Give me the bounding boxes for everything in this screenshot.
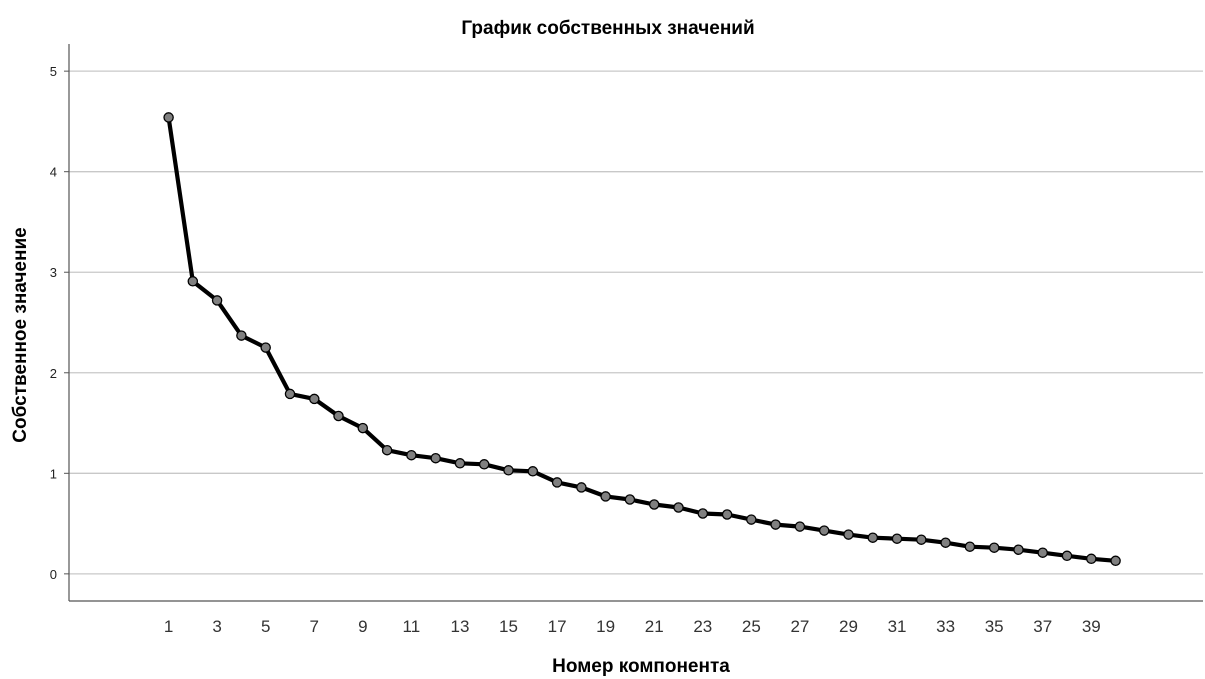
data-point-3	[211, 295, 223, 306]
x-tick-label: 25	[742, 617, 761, 636]
data-point-6	[284, 388, 296, 400]
x-tick-label: 31	[888, 617, 907, 636]
data-point-16	[527, 466, 539, 477]
data-point-40	[1110, 555, 1121, 567]
x-tick-label: 3	[212, 617, 221, 636]
x-tick-label: 35	[985, 617, 1004, 636]
data-point-24	[721, 509, 733, 520]
x-tick-label: 29	[839, 617, 858, 636]
x-tick-label: 7	[310, 617, 319, 636]
x-tick-label: 1	[164, 617, 173, 636]
y-tick-label: 0	[50, 567, 57, 582]
data-point-38	[1061, 550, 1073, 562]
y-tick-labels: 0 1 2 3 4 5	[50, 64, 57, 582]
data-point-23	[697, 508, 709, 519]
data-point-39	[1086, 553, 1097, 565]
series-line-group	[166, 115, 1118, 563]
data-points	[163, 112, 1121, 567]
data-point-18	[576, 482, 587, 493]
y-tick-label: 1	[50, 466, 57, 481]
data-point-27	[794, 521, 806, 532]
x-tick-label: 21	[645, 617, 664, 636]
data-point-9	[357, 422, 369, 434]
x-tick-label: 17	[548, 617, 567, 636]
data-point-36	[1013, 544, 1024, 555]
data-point-8	[333, 410, 344, 422]
data-point-30	[867, 532, 879, 543]
series-line	[166, 115, 1118, 563]
data-point-1	[163, 112, 174, 123]
x-tick-label: 23	[693, 617, 712, 636]
data-point-14	[478, 459, 490, 470]
data-point-5	[260, 342, 271, 353]
data-point-7	[309, 393, 320, 405]
x-tick-label: 27	[790, 617, 809, 636]
data-point-35	[988, 542, 1000, 553]
x-axis-label: Номер компонента	[552, 656, 730, 677]
x-tick-label: 11	[403, 617, 421, 636]
y-tick-label: 2	[50, 366, 57, 381]
y-tick-label: 4	[50, 165, 57, 180]
data-point-26	[770, 519, 781, 530]
data-point-37	[1037, 547, 1048, 558]
data-point-12	[430, 452, 441, 464]
data-point-21	[648, 499, 660, 510]
x-tick-label: 33	[936, 617, 955, 636]
data-point-25	[746, 514, 757, 525]
axes	[64, 44, 1203, 602]
data-point-32	[916, 534, 927, 545]
data-point-13	[454, 458, 466, 469]
data-point-22	[673, 502, 684, 513]
x-tick-label: 37	[1033, 617, 1052, 636]
data-point-28	[818, 525, 830, 536]
data-point-2	[187, 276, 199, 287]
data-point-15	[503, 465, 514, 476]
data-point-11	[406, 449, 417, 461]
data-point-33	[940, 537, 951, 548]
data-point-19	[600, 491, 611, 502]
x-tick-label: 39	[1082, 617, 1101, 636]
x-tick-label: 15	[499, 617, 518, 636]
data-point-10	[381, 444, 393, 456]
data-point-29	[843, 529, 854, 540]
y-tick-label: 5	[50, 64, 57, 79]
x-tick-label: 5	[261, 617, 270, 636]
y-tick-label: 3	[50, 265, 57, 280]
data-point-4	[236, 330, 247, 341]
data-point-34	[964, 541, 976, 552]
data-point-31	[891, 533, 903, 544]
x-tick-label: 19	[596, 617, 615, 636]
x-tick-labels: 1 3 5 7 9 11 13 15 17 19 21 23 25 27 29 31 33 35 37 39	[164, 617, 1101, 636]
x-tick-label: 9	[358, 617, 367, 636]
gridlines	[69, 70, 1203, 575]
y-axis-label: Собственное значение	[10, 227, 31, 442]
x-tick-label: 13	[450, 617, 469, 636]
data-point-17	[551, 477, 563, 488]
chart-title: График собственных значений	[461, 18, 754, 39]
data-point-20	[624, 494, 636, 505]
